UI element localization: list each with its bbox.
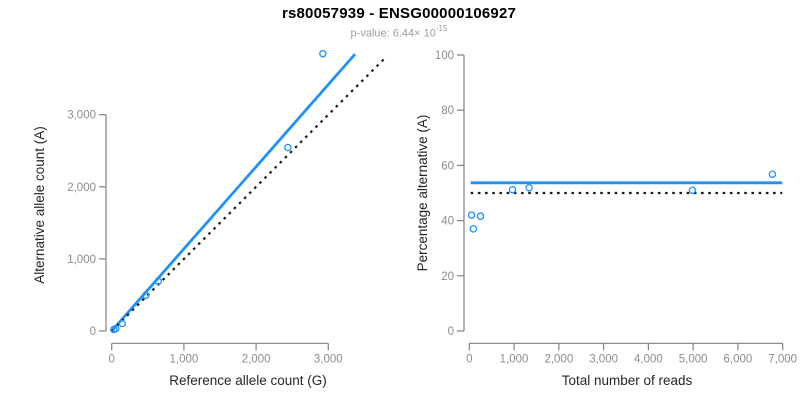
x-tick-label: 0 <box>466 353 472 365</box>
x-tick-label: 7,000 <box>768 353 797 365</box>
y-tick-label: 80 <box>441 105 454 117</box>
allele-count-scatter: 0 1,000 2,000 3,000 0 1,000 2,000 3,000 Referenc… <box>32 49 387 388</box>
data-point <box>469 225 478 233</box>
x-axis-title: Total number of reads <box>562 373 693 388</box>
identity-line <box>110 56 387 332</box>
y-tick-label: 20 <box>441 271 454 283</box>
y-tick-label: 3,000 <box>67 110 96 122</box>
data-point <box>525 184 533 192</box>
data-point <box>319 49 327 58</box>
x-tick-label: 1,000 <box>170 353 199 365</box>
x-tick-label: 2,000 <box>544 353 573 365</box>
x-tick-label: 3,000 <box>314 353 343 365</box>
x-tick-label: 1,000 <box>500 353 529 365</box>
data-point <box>467 211 476 219</box>
y-tick-label: 60 <box>441 160 454 172</box>
x-tick-label: 2,000 <box>242 353 271 365</box>
y-tick-label: 40 <box>441 216 454 228</box>
p-value-text: p-value: 6.44× 10 <box>350 27 436 40</box>
p-value-subtitle: p-value: 6.44× 10-15 <box>0 24 798 40</box>
data-point <box>688 186 697 194</box>
data-point <box>112 324 120 333</box>
x-axis-title: Reference allele count (G) <box>169 373 327 388</box>
data-point <box>141 291 150 300</box>
p-value-exponent: -15 <box>435 24 448 33</box>
y-tick-label: 1,000 <box>67 254 96 266</box>
data-point <box>118 319 126 328</box>
y-axis-title: Alternative allele count (A) <box>32 126 47 284</box>
data-point <box>508 185 517 194</box>
x-tick-label: 5,000 <box>679 353 708 365</box>
data-point <box>154 277 163 286</box>
x-tick-label: 4,000 <box>634 353 663 365</box>
y-tick-label: 100 <box>435 50 454 62</box>
y-axis-title: Percentage alternative (A) <box>415 115 430 272</box>
x-tick-label: 3,000 <box>589 353 618 365</box>
data-point <box>284 143 292 152</box>
data-point <box>476 212 485 220</box>
percentage-vs-reads-scatter: 0 20 40 60 80 100 0 1,000 2,000 3,000 4,000 5,000 6,… <box>415 50 797 388</box>
x-tick-label: 0 <box>108 353 114 365</box>
y-tick-label: 2,000 <box>67 182 96 194</box>
data-point <box>768 170 777 178</box>
x-tick-label: 6,000 <box>724 353 753 365</box>
page-title: rs80057939 - ENSG00000106927 <box>281 5 517 22</box>
fit-line <box>110 53 357 332</box>
y-tick-label: 0 <box>448 326 454 338</box>
y-tick-label: 0 <box>90 326 96 338</box>
